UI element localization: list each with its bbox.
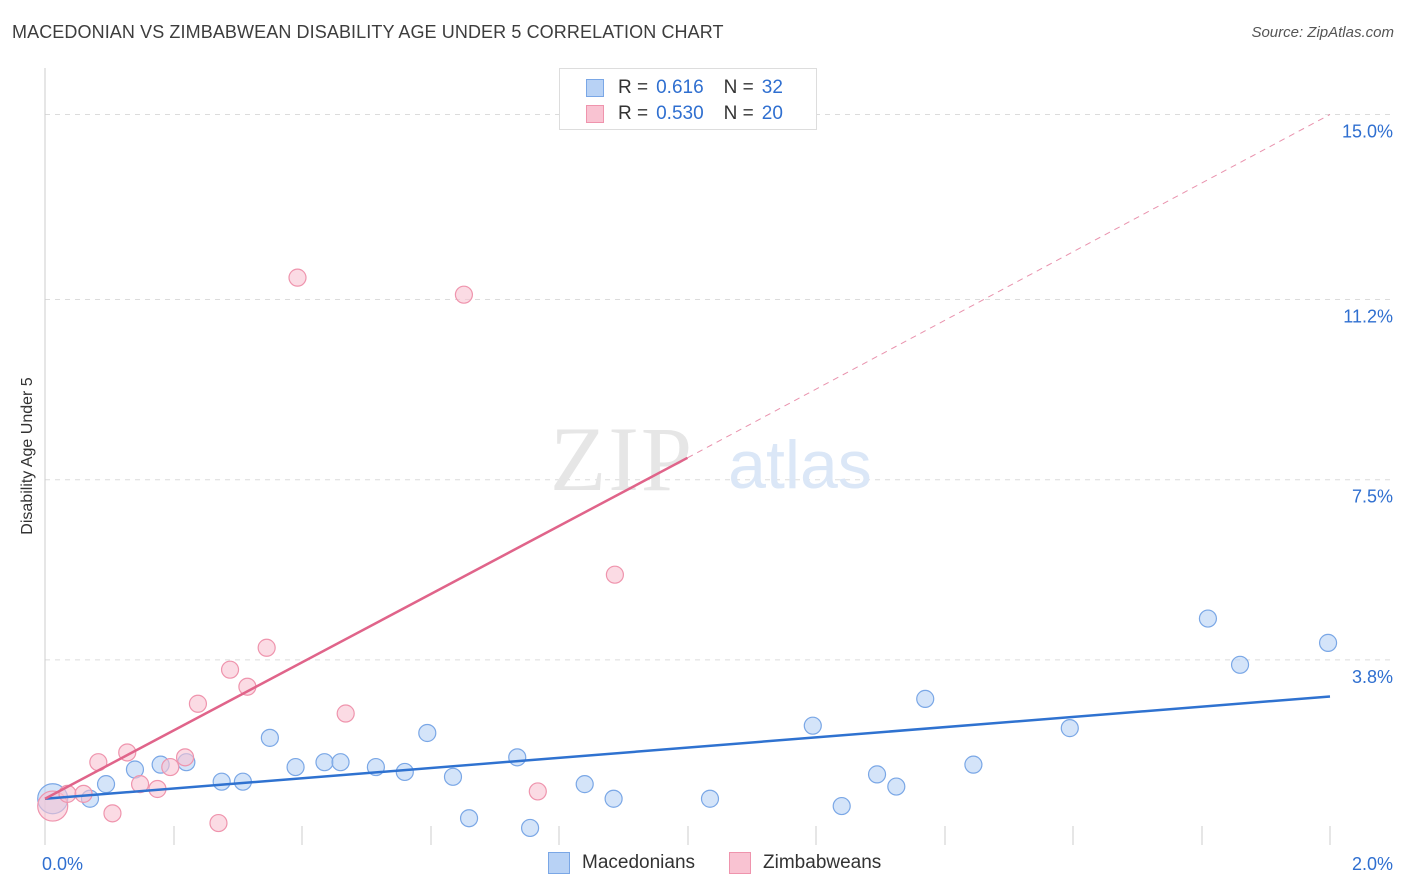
point-zimbabweans — [161, 757, 180, 777]
point-macedonians — [459, 809, 479, 828]
point-zimbabweans — [528, 782, 547, 801]
legend-label-zimbabweans: Zimbabweans — [763, 852, 882, 873]
legend-series: Macedonians Zimbabweans — [548, 852, 915, 874]
point-macedonians — [395, 762, 414, 782]
legend-stats: R = 0.616 N = 32 R = 0.530 N = 20 — [559, 68, 817, 130]
point-zimbabweans — [257, 638, 276, 657]
point-macedonians — [832, 796, 851, 816]
legend-swatch-zimbabweans — [586, 105, 604, 123]
point-macedonians — [286, 757, 305, 777]
point-macedonians — [916, 689, 935, 708]
watermark-zip: ZIP — [550, 408, 694, 510]
point-macedonians — [700, 789, 720, 808]
y-tick-label: 3.8% — [1352, 667, 1393, 687]
n-value: 32 — [761, 77, 783, 98]
point-macedonians — [867, 765, 887, 784]
trend-line-zimbabweans — [44, 456, 689, 800]
point-macedonians — [260, 728, 279, 747]
point-zimbabweans — [130, 775, 150, 794]
point-macedonians — [575, 775, 594, 794]
legend-swatch-macedonians — [548, 852, 570, 874]
point-macedonians — [1198, 609, 1218, 628]
point-macedonians — [418, 723, 437, 743]
point-macedonians — [520, 818, 540, 838]
point-macedonians — [508, 748, 527, 767]
legend-row-macedonians: R = 0.616 N = 32 — [586, 75, 783, 101]
point-zimbabweans — [220, 660, 240, 679]
legend-label-macedonians: Macedonians — [582, 852, 696, 873]
point-macedonians — [443, 767, 463, 786]
chart-title: MACEDONIAN VS ZIMBABWEAN DISABILITY AGE … — [12, 22, 724, 42]
y-tick-label: 7.5% — [1352, 487, 1393, 507]
point-zimbabweans — [209, 813, 228, 833]
axes — [44, 68, 1331, 845]
point-macedonians — [315, 753, 334, 772]
legend-item-macedonians: Macedonians — [548, 852, 695, 874]
point-macedonians — [964, 755, 983, 774]
point-macedonians — [1230, 655, 1250, 674]
watermark-atlas: atlas — [728, 427, 872, 503]
x-tick-label: 0.0% — [42, 854, 83, 874]
point-macedonians — [1318, 633, 1338, 652]
y-tick-label: 11.2% — [1343, 307, 1393, 327]
r-label: R = — [618, 77, 649, 98]
point-macedonians — [212, 772, 231, 791]
point-zimbabweans — [454, 285, 474, 304]
point-zimbabweans — [188, 694, 208, 713]
trend-lines — [44, 114, 1331, 800]
r-value: 0.530 — [656, 103, 704, 124]
point-zimbabweans — [605, 565, 624, 584]
n-label: N = — [723, 103, 754, 124]
source-label: Source: ZipAtlas.com — [1251, 24, 1394, 41]
trend-extension-zimbabweans — [687, 114, 1331, 459]
data-points — [37, 268, 1338, 838]
x-tick-label: 2.0% — [1352, 854, 1393, 874]
n-label: N = — [723, 77, 754, 98]
r-value: 0.616 — [656, 77, 704, 98]
n-value: 20 — [761, 103, 783, 124]
point-zimbabweans — [175, 748, 195, 767]
point-zimbabweans — [103, 804, 122, 823]
r-label: R = — [618, 103, 649, 124]
point-zimbabweans — [288, 268, 307, 287]
point-macedonians — [1060, 719, 1079, 738]
point-macedonians — [96, 775, 116, 794]
point-macedonians — [604, 789, 623, 808]
point-macedonians — [331, 753, 350, 772]
legend-item-zimbabweans: Zimbabweans — [729, 852, 881, 874]
watermark: ZIP atlas — [550, 408, 872, 510]
point-zimbabweans — [74, 784, 93, 803]
legend-row-zimbabweans: R = 0.530 N = 20 — [586, 101, 783, 127]
y-tick-label: 15.0% — [1342, 121, 1393, 141]
legend-swatch-macedonians — [586, 79, 604, 97]
point-macedonians — [803, 716, 822, 735]
point-macedonians — [887, 777, 906, 796]
tick-labels: 3.8% 7.5% 11.2% 15.0% 0.0% 2.0% — [42, 121, 1393, 874]
gridlines — [45, 113, 1395, 661]
point-zimbabweans — [336, 704, 355, 723]
legend-swatch-zimbabweans — [729, 852, 752, 874]
trend-line-macedonians — [44, 695, 1331, 800]
